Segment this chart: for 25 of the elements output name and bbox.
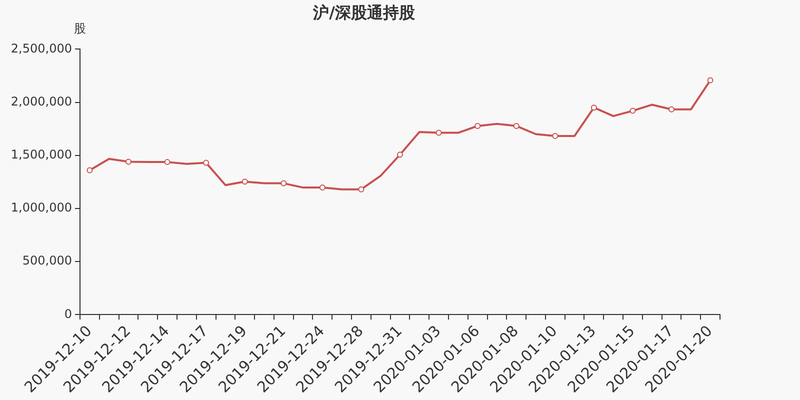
- y-axis-title: 股: [74, 21, 86, 36]
- chart-title: 沪/深股通持股: [312, 2, 416, 22]
- point: [436, 130, 442, 136]
- point: [513, 122, 520, 129]
- point: [319, 184, 326, 191]
- point: [164, 159, 170, 166]
- point: [86, 167, 93, 174]
- point: [280, 180, 287, 186]
- y-tick-label: 2,500,000: [10, 41, 72, 56]
- point: [358, 186, 364, 192]
- point: [203, 160, 210, 166]
- y-tick-label: 1,000,000: [10, 200, 72, 215]
- y-tick-label: 2,000,000: [10, 94, 72, 108]
- point: [242, 178, 248, 185]
- point: [397, 152, 403, 158]
- point: [707, 77, 714, 84]
- point: [125, 158, 132, 165]
- point: [552, 132, 558, 139]
- y-tick-label: 0: [64, 306, 72, 321]
- y-tick-label: 500,000: [22, 254, 72, 268]
- point: [630, 108, 636, 114]
- point: [590, 104, 597, 111]
- point: [668, 106, 675, 112]
- y-tick-label: 1,500,000: [10, 148, 72, 162]
- point: [474, 122, 481, 129]
